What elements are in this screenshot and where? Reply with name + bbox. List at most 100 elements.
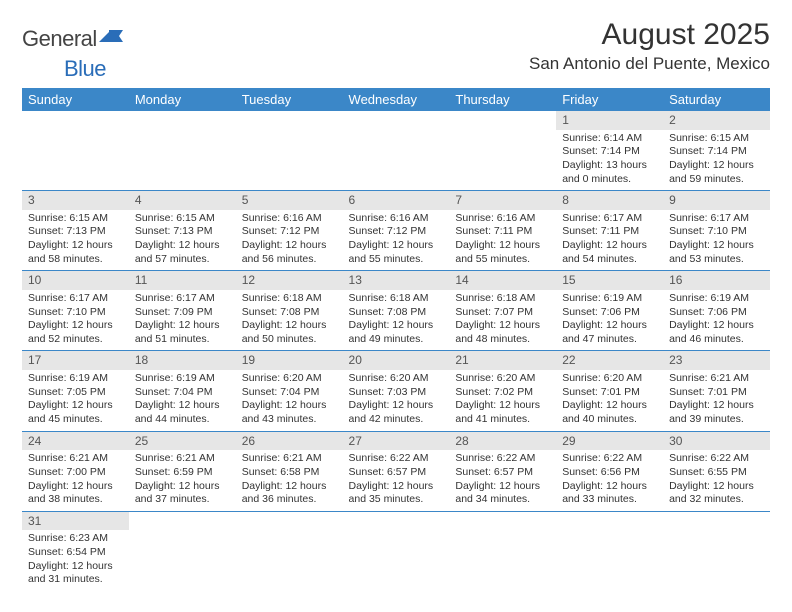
- day-number: 29: [556, 432, 663, 451]
- sunrise-text: Sunrise: 6:20 AM: [455, 372, 550, 386]
- daylight-text: Daylight: 12 hours and 49 minutes.: [349, 319, 444, 346]
- sunset-text: Sunset: 7:14 PM: [562, 145, 657, 159]
- day-number: 11: [129, 271, 236, 290]
- day-content: Sunrise: 6:22 AMSunset: 6:55 PMDaylight:…: [663, 450, 770, 511]
- sunset-text: Sunset: 6:54 PM: [28, 546, 123, 560]
- dayname-sat: Saturday: [663, 88, 770, 111]
- dayname-wed: Wednesday: [343, 88, 450, 111]
- daylight-text: Daylight: 12 hours and 39 minutes.: [669, 399, 764, 426]
- day-number: 18: [129, 351, 236, 370]
- calendar-cell: [129, 511, 236, 591]
- day-number: [556, 512, 663, 531]
- calendar-cell: 17Sunrise: 6:19 AMSunset: 7:05 PMDayligh…: [22, 351, 129, 431]
- daylight-text: Daylight: 12 hours and 59 minutes.: [669, 159, 764, 186]
- day-number: 21: [449, 351, 556, 370]
- calendar-cell: 16Sunrise: 6:19 AMSunset: 7:06 PMDayligh…: [663, 271, 770, 351]
- day-content: Sunrise: 6:21 AMSunset: 7:00 PMDaylight:…: [22, 450, 129, 511]
- sunset-text: Sunset: 6:58 PM: [242, 466, 337, 480]
- sunset-text: Sunset: 7:11 PM: [455, 225, 550, 239]
- dayname-row: Sunday Monday Tuesday Wednesday Thursday…: [22, 88, 770, 111]
- calendar-week: 24Sunrise: 6:21 AMSunset: 7:00 PMDayligh…: [22, 431, 770, 511]
- daylight-text: Daylight: 12 hours and 47 minutes.: [562, 319, 657, 346]
- sunset-text: Sunset: 7:06 PM: [562, 306, 657, 320]
- daylight-text: Daylight: 12 hours and 50 minutes.: [242, 319, 337, 346]
- calendar-cell: 13Sunrise: 6:18 AMSunset: 7:08 PMDayligh…: [343, 271, 450, 351]
- sunset-text: Sunset: 7:08 PM: [242, 306, 337, 320]
- sunrise-text: Sunrise: 6:19 AM: [28, 372, 123, 386]
- sunrise-text: Sunrise: 6:22 AM: [562, 452, 657, 466]
- sunrise-text: Sunrise: 6:15 AM: [28, 212, 123, 226]
- day-number: 12: [236, 271, 343, 290]
- calendar-cell: 19Sunrise: 6:20 AMSunset: 7:04 PMDayligh…: [236, 351, 343, 431]
- calendar-week: 3Sunrise: 6:15 AMSunset: 7:13 PMDaylight…: [22, 191, 770, 271]
- sunrise-text: Sunrise: 6:23 AM: [28, 532, 123, 546]
- daylight-text: Daylight: 12 hours and 33 minutes.: [562, 480, 657, 507]
- day-number: 8: [556, 191, 663, 210]
- calendar-cell: 4Sunrise: 6:15 AMSunset: 7:13 PMDaylight…: [129, 191, 236, 271]
- day-content: Sunrise: 6:18 AMSunset: 7:08 PMDaylight:…: [343, 290, 450, 351]
- day-content: Sunrise: 6:22 AMSunset: 6:56 PMDaylight:…: [556, 450, 663, 511]
- calendar-cell: 21Sunrise: 6:20 AMSunset: 7:02 PMDayligh…: [449, 351, 556, 431]
- sunset-text: Sunset: 7:10 PM: [28, 306, 123, 320]
- location: San Antonio del Puente, Mexico: [529, 54, 770, 74]
- calendar-cell: [449, 511, 556, 591]
- day-number: [663, 512, 770, 531]
- calendar-week: 31Sunrise: 6:23 AMSunset: 6:54 PMDayligh…: [22, 511, 770, 591]
- daylight-text: Daylight: 12 hours and 54 minutes.: [562, 239, 657, 266]
- day-content: Sunrise: 6:18 AMSunset: 7:07 PMDaylight:…: [449, 290, 556, 351]
- logo-flag-icon: [99, 28, 125, 51]
- calendar-cell: 26Sunrise: 6:21 AMSunset: 6:58 PMDayligh…: [236, 431, 343, 511]
- daylight-text: Daylight: 12 hours and 52 minutes.: [28, 319, 123, 346]
- day-content: Sunrise: 6:19 AMSunset: 7:06 PMDaylight:…: [556, 290, 663, 351]
- daylight-text: Daylight: 12 hours and 56 minutes.: [242, 239, 337, 266]
- sunrise-text: Sunrise: 6:19 AM: [669, 292, 764, 306]
- day-content: Sunrise: 6:21 AMSunset: 6:58 PMDaylight:…: [236, 450, 343, 511]
- daylight-text: Daylight: 13 hours and 0 minutes.: [562, 159, 657, 186]
- calendar-cell: 2Sunrise: 6:15 AMSunset: 7:14 PMDaylight…: [663, 111, 770, 191]
- day-number: [22, 111, 129, 130]
- day-content: Sunrise: 6:18 AMSunset: 7:08 PMDaylight:…: [236, 290, 343, 351]
- sunrise-text: Sunrise: 6:15 AM: [135, 212, 230, 226]
- calendar-week: 10Sunrise: 6:17 AMSunset: 7:10 PMDayligh…: [22, 271, 770, 351]
- sunset-text: Sunset: 7:13 PM: [28, 225, 123, 239]
- sunrise-text: Sunrise: 6:20 AM: [562, 372, 657, 386]
- day-number: 19: [236, 351, 343, 370]
- day-content: Sunrise: 6:22 AMSunset: 6:57 PMDaylight:…: [343, 450, 450, 511]
- day-content: Sunrise: 6:17 AMSunset: 7:09 PMDaylight:…: [129, 290, 236, 351]
- calendar-cell: [129, 111, 236, 191]
- calendar-cell: [663, 511, 770, 591]
- calendar-cell: 11Sunrise: 6:17 AMSunset: 7:09 PMDayligh…: [129, 271, 236, 351]
- logo: General: [22, 18, 125, 52]
- calendar-cell: 27Sunrise: 6:22 AMSunset: 6:57 PMDayligh…: [343, 431, 450, 511]
- calendar-cell: 24Sunrise: 6:21 AMSunset: 7:00 PMDayligh…: [22, 431, 129, 511]
- dayname-thu: Thursday: [449, 88, 556, 111]
- calendar-cell: 9Sunrise: 6:17 AMSunset: 7:10 PMDaylight…: [663, 191, 770, 271]
- dayname-mon: Monday: [129, 88, 236, 111]
- daylight-text: Daylight: 12 hours and 57 minutes.: [135, 239, 230, 266]
- day-number: [236, 512, 343, 531]
- sunset-text: Sunset: 7:11 PM: [562, 225, 657, 239]
- day-content: Sunrise: 6:20 AMSunset: 7:03 PMDaylight:…: [343, 370, 450, 431]
- sunrise-text: Sunrise: 6:22 AM: [455, 452, 550, 466]
- dayname-tue: Tuesday: [236, 88, 343, 111]
- day-number: 16: [663, 271, 770, 290]
- sunset-text: Sunset: 7:06 PM: [669, 306, 764, 320]
- calendar-cell: 20Sunrise: 6:20 AMSunset: 7:03 PMDayligh…: [343, 351, 450, 431]
- sunrise-text: Sunrise: 6:18 AM: [455, 292, 550, 306]
- day-content: Sunrise: 6:20 AMSunset: 7:04 PMDaylight:…: [236, 370, 343, 431]
- daylight-text: Daylight: 12 hours and 58 minutes.: [28, 239, 123, 266]
- calendar-cell: 1Sunrise: 6:14 AMSunset: 7:14 PMDaylight…: [556, 111, 663, 191]
- calendar-cell: [343, 111, 450, 191]
- daylight-text: Daylight: 12 hours and 45 minutes.: [28, 399, 123, 426]
- calendar-cell: 22Sunrise: 6:20 AMSunset: 7:01 PMDayligh…: [556, 351, 663, 431]
- sunset-text: Sunset: 7:00 PM: [28, 466, 123, 480]
- calendar-week: 1Sunrise: 6:14 AMSunset: 7:14 PMDaylight…: [22, 111, 770, 191]
- day-number: 15: [556, 271, 663, 290]
- day-number: [449, 512, 556, 531]
- sunset-text: Sunset: 7:07 PM: [455, 306, 550, 320]
- sunrise-text: Sunrise: 6:22 AM: [349, 452, 444, 466]
- sunrise-text: Sunrise: 6:17 AM: [28, 292, 123, 306]
- sunrise-text: Sunrise: 6:19 AM: [562, 292, 657, 306]
- day-number: [129, 512, 236, 531]
- daylight-text: Daylight: 12 hours and 32 minutes.: [669, 480, 764, 507]
